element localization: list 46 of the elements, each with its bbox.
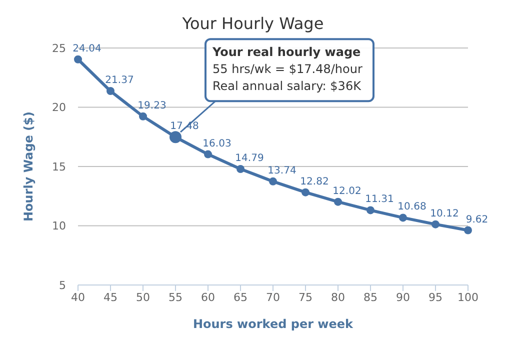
point (399, 214, 407, 222)
point (366, 206, 374, 214)
x-tick-label: 60 (201, 290, 215, 304)
data-label: 11.31 (365, 194, 394, 206)
point (74, 55, 82, 64)
data-label: 10.12 (430, 208, 459, 220)
x-axis-title: Hours worked per week (192, 317, 354, 331)
y-axis-title: Hourly Wage ($) (21, 112, 36, 222)
point (334, 198, 342, 206)
y-tick-label: 15 (52, 160, 66, 174)
chart-title: Your Hourly Wage (181, 14, 325, 33)
x-tick-label: 80 (331, 290, 345, 304)
x-tick-label: 70 (266, 290, 280, 304)
x-tick-label: 45 (104, 290, 118, 304)
x-tick-label: 40 (71, 290, 85, 304)
point (269, 177, 277, 186)
x-tick-label: 100 (458, 290, 478, 304)
point (302, 188, 310, 196)
point (139, 112, 147, 120)
y-tick-label: 20 (52, 101, 66, 114)
data-label: 10.68 (398, 202, 426, 213)
point (432, 220, 440, 228)
data-label: 19.23 (138, 100, 166, 112)
point (106, 87, 114, 96)
data-label: 21.37 (105, 75, 134, 86)
annotation: Your real hourly wage 55 hrs/wk = $17.48/hour Real annual salary: $36K (212, 45, 362, 94)
x-tick-label: 95 (428, 290, 442, 304)
data-label: 13.74 (268, 165, 296, 176)
data-label: 9.62 (466, 214, 488, 226)
x-tick-label: 50 (136, 290, 150, 304)
point (236, 164, 244, 173)
y-tick-label: 5 (59, 278, 66, 292)
data-label: 12.82 (300, 176, 329, 188)
x-tick-label: 65 (234, 290, 248, 304)
y-tick-label: 25 (52, 42, 66, 55)
point (464, 226, 472, 234)
y-tick-label: 10 (52, 220, 66, 233)
x-tick-label: 85 (364, 290, 378, 304)
data-label: 14.79 (235, 152, 264, 164)
point (204, 150, 212, 158)
x-tick-label: 55 (168, 290, 182, 304)
x-tick-label: 90 (396, 290, 410, 304)
x-tick-label: 75 (298, 290, 312, 304)
data-label: 16.03 (202, 138, 232, 150)
data-label: 24.04 (72, 43, 102, 54)
data-label: 12.02 (332, 186, 362, 197)
